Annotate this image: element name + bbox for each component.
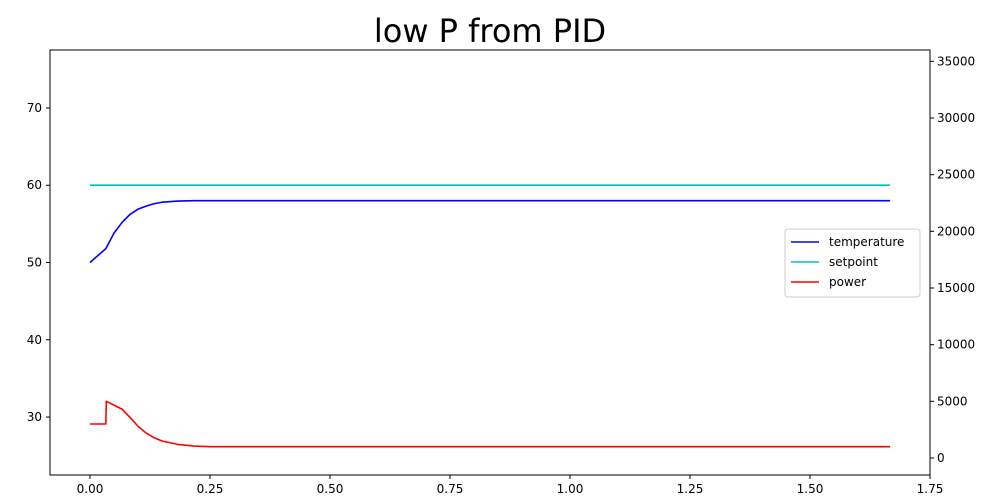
series-layer — [89, 184, 891, 448]
legend-label-setpoint: setpoint — [829, 255, 878, 269]
x-tick-label: 0.75 — [437, 482, 464, 496]
legend-label-power: power — [829, 275, 866, 289]
legend-box — [784, 228, 921, 298]
x-tick-label: 1.50 — [797, 482, 824, 496]
x-tick-label: 0.50 — [317, 482, 344, 496]
legend: temperature setpoint power — [784, 228, 921, 298]
y2-tick-label: 20000 — [937, 224, 975, 238]
x-tick-label: 1.00 — [557, 482, 584, 496]
x-tick-label: 1.25 — [677, 482, 704, 496]
y2-tick-label: 30000 — [937, 111, 975, 125]
y2-tick-label: 25000 — [937, 168, 975, 182]
chart-title: low P from PID — [374, 12, 606, 50]
y-tick-label: 40 — [27, 333, 42, 347]
y-tick-label: 60 — [27, 178, 42, 192]
y-tick-label: 50 — [27, 256, 42, 270]
legend-label-temperature: temperature — [829, 235, 904, 249]
y-tick-label: 30 — [27, 410, 42, 424]
x-tick-label: 0.00 — [77, 482, 104, 496]
y2-tick-label: 35000 — [937, 54, 975, 68]
y-tick-label: 70 — [27, 101, 42, 115]
y2-tick-label: 5000 — [937, 394, 968, 408]
y2-tick-label: 10000 — [937, 338, 975, 352]
y2-tick-label: 0 — [937, 451, 945, 465]
x-tick-label: 0.25 — [197, 482, 224, 496]
series-line-power — [89, 400, 891, 448]
x-tick-label: 1.75 — [917, 482, 944, 496]
axes-layer: 0.00 0.25 0.50 0.75 1.00 1.25 1.50 1.75 30 40 50 60… — [27, 49, 975, 496]
y2-tick-label: 15000 — [937, 281, 975, 295]
series-line-temperature — [89, 199, 891, 264]
